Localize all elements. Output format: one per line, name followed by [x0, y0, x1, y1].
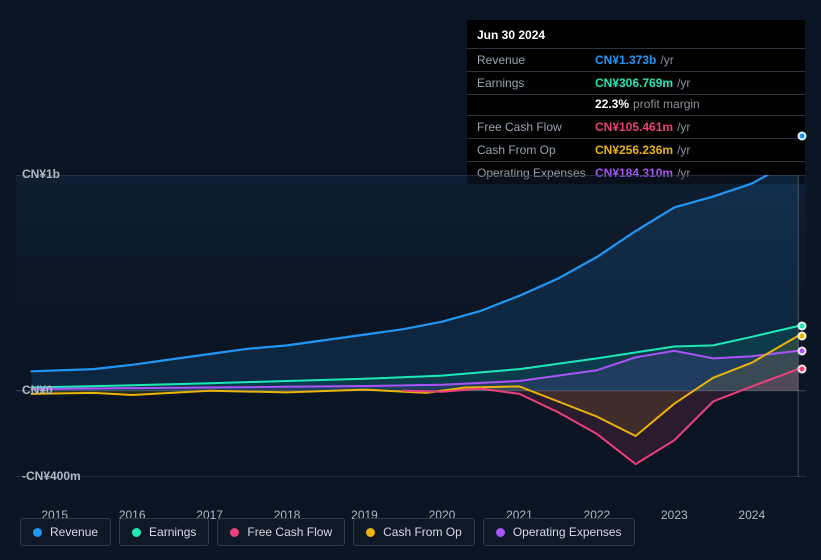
legend-item-cash-from-op[interactable]: Cash From Op: [353, 518, 475, 546]
tooltip-row-value: CN¥306.769m: [595, 76, 673, 90]
tooltip-row-value: CN¥256.236m: [595, 143, 673, 157]
series-end-marker: [798, 331, 807, 340]
series-end-marker: [798, 322, 807, 331]
y-tick-label: -CN¥400m: [22, 469, 81, 483]
legend-swatch: [33, 528, 42, 537]
series-end-marker: [798, 132, 807, 141]
legend: Revenue Earnings Free Cash Flow Cash From O…: [20, 518, 635, 546]
legend-label: Earnings: [149, 525, 196, 539]
legend-item-free-cash-flow[interactable]: Free Cash Flow: [217, 518, 345, 546]
legend-label: Cash From Op: [383, 525, 462, 539]
legend-label: Revenue: [50, 525, 98, 539]
legend-swatch: [496, 528, 505, 537]
y-tick-label: CN¥1b: [22, 167, 60, 181]
tooltip-row-label: Free Cash Flow: [477, 120, 595, 134]
legend-item-revenue[interactable]: Revenue: [20, 518, 111, 546]
series-end-marker: [798, 365, 807, 374]
tooltip-row-label: Cash From Op: [477, 143, 595, 157]
tooltip-row-label: Revenue: [477, 53, 595, 67]
legend-swatch: [132, 528, 141, 537]
legend-item-operating-expenses[interactable]: Operating Expenses: [483, 518, 635, 546]
y-tick-label: CN¥0: [22, 383, 53, 397]
tooltip-margin: 22.3%profit margin: [467, 94, 805, 115]
legend-item-earnings[interactable]: Earnings: [119, 518, 209, 546]
x-tick-label: 2023: [661, 508, 688, 522]
tooltip-row-value: CN¥105.461m: [595, 120, 673, 134]
legend-swatch: [366, 528, 375, 537]
tooltip-row-unit: /yr: [660, 53, 673, 67]
tooltip-row-fcf: Free Cash FlowCN¥105.461m/yr: [467, 115, 805, 138]
x-tick-label: 2024: [738, 508, 765, 522]
tooltip-row-unit: /yr: [677, 76, 690, 90]
tooltip-row-cfo: Cash From OpCN¥256.236m/yr: [467, 138, 805, 161]
series-end-marker: [798, 346, 807, 355]
tooltip: Jun 30 2024 RevenueCN¥1.373b/yrEarningsC…: [467, 20, 805, 184]
legend-swatch: [230, 528, 239, 537]
tooltip-row-earnings: EarningsCN¥306.769m/yr: [467, 71, 805, 94]
tooltip-row-label: Earnings: [477, 76, 595, 90]
tooltip-row-value: CN¥1.373b: [595, 53, 656, 67]
tooltip-date: Jun 30 2024: [467, 20, 805, 48]
legend-label: Operating Expenses: [513, 525, 622, 539]
chart: [16, 175, 806, 477]
legend-label: Free Cash Flow: [247, 525, 332, 539]
tooltip-row-unit: /yr: [677, 143, 690, 157]
tooltip-row-revenue: RevenueCN¥1.373b/yr: [467, 48, 805, 71]
tooltip-row-unit: /yr: [677, 120, 690, 134]
